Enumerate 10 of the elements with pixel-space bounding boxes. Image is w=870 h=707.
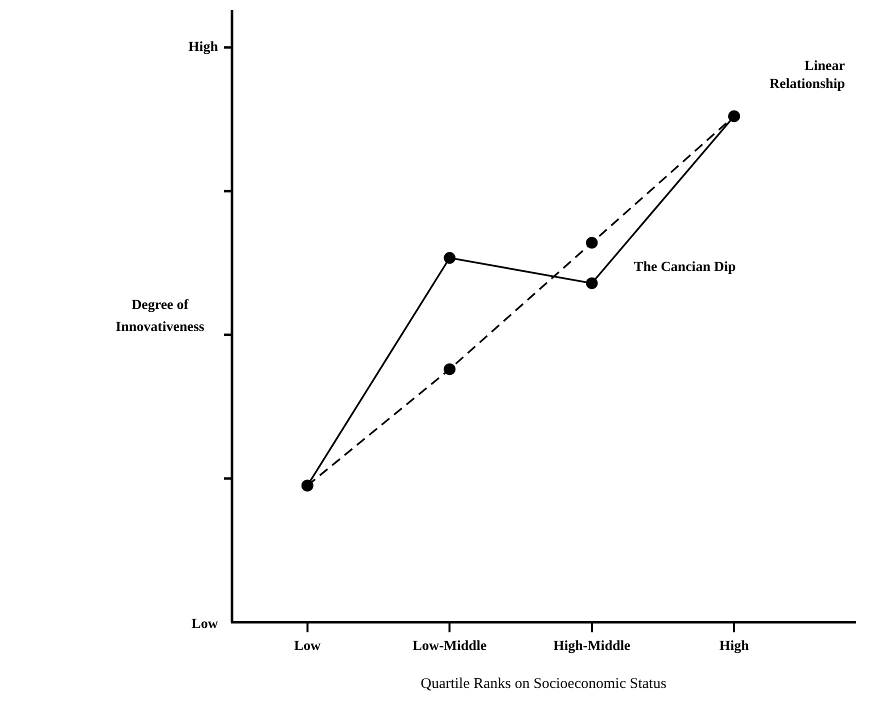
x-tick-label: Low-Middle <box>412 639 487 654</box>
y-axis-title: Degree of Innovativeness <box>114 297 206 337</box>
x-tick-label: High <box>719 639 750 654</box>
text: Low <box>192 616 219 632</box>
text: High <box>188 40 218 56</box>
series-label: The Cancian Dip <box>634 260 736 275</box>
x-tick-label: Low <box>294 639 322 654</box>
text: Linear Relationship <box>770 58 846 92</box>
x-axis-title: Quartile Ranks on Socioeconomic Status <box>420 676 667 692</box>
x-tick-label: High-Middle <box>553 639 630 654</box>
